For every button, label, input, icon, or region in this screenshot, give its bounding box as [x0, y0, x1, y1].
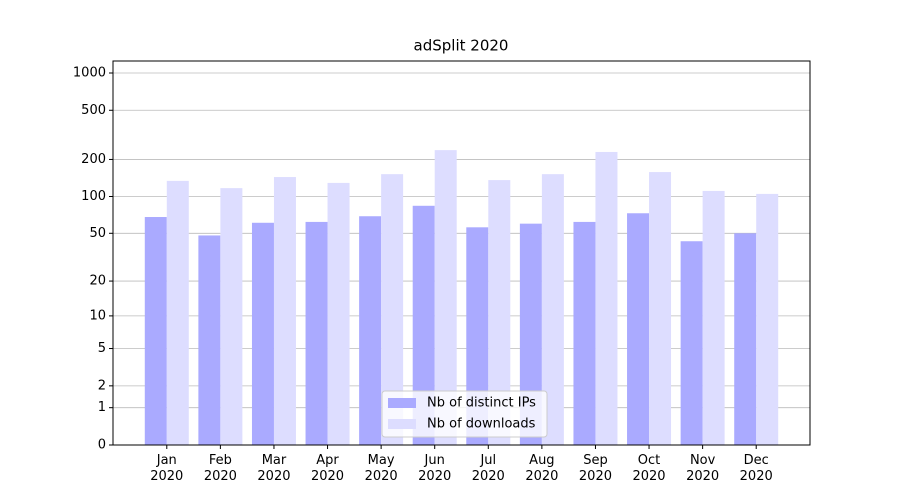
bar	[144, 217, 167, 445]
legend: Nb of distinct IPs Nb of downloads	[381, 390, 548, 438]
legend-label: Nb of downloads	[427, 417, 536, 432]
x-tick-label: Jul 2020	[471, 453, 505, 484]
bar	[166, 180, 189, 445]
x-tick-label: Aug 2020	[525, 453, 559, 484]
y-tick-label: 50	[89, 226, 106, 241]
y-tick-label: 500	[81, 103, 106, 118]
y-tick-label: 1000	[73, 66, 106, 81]
bar	[541, 174, 564, 446]
x-tick-label: Nov 2020	[686, 453, 720, 484]
bar	[198, 235, 221, 445]
bar	[680, 241, 703, 445]
bar	[756, 193, 779, 445]
bar	[649, 172, 672, 445]
y-tick-label: 20	[89, 274, 106, 289]
legend-label: Nb of distinct IPs	[427, 396, 536, 411]
bar	[381, 174, 404, 446]
x-tick-label: Jun 2020	[418, 453, 452, 484]
y-tick-label: 100	[81, 189, 106, 204]
bar	[734, 233, 757, 445]
x-tick-label: Sep 2020	[578, 453, 612, 484]
bar	[434, 150, 457, 445]
x-tick-label: Mar 2020	[257, 453, 291, 484]
y-tick-label: 0	[98, 438, 106, 453]
bar	[702, 190, 725, 445]
y-tick-label: 5	[98, 341, 106, 356]
bar	[220, 188, 243, 445]
legend-box	[381, 390, 548, 438]
bar	[251, 222, 274, 445]
bar	[573, 221, 596, 445]
y-tick-label: 1	[98, 400, 106, 415]
x-tick-label: Jan 2020	[150, 453, 184, 484]
axes-frame	[112, 60, 811, 446]
bar	[327, 182, 350, 445]
y-tick-label: 2	[98, 378, 106, 393]
x-tick-label: Dec 2020	[739, 453, 773, 484]
x-tick-label: Oct 2020	[632, 453, 666, 484]
y-tick-label: 10	[89, 308, 106, 323]
bar	[627, 213, 650, 445]
legend-swatch	[388, 398, 416, 408]
x-tick-label: Feb 2020	[203, 453, 237, 484]
bar	[519, 223, 542, 445]
x-tick-label: May 2020	[364, 453, 398, 484]
y-tick-label: 200	[81, 152, 106, 167]
x-tick-label: Apr 2020	[310, 453, 345, 484]
bar	[359, 216, 382, 445]
chart-title: adSplit 2020	[414, 37, 509, 55]
bar	[305, 221, 328, 445]
bar	[488, 180, 511, 445]
legend-swatch	[388, 419, 416, 429]
bar	[595, 151, 618, 445]
bar	[273, 177, 296, 445]
bar	[412, 205, 435, 445]
